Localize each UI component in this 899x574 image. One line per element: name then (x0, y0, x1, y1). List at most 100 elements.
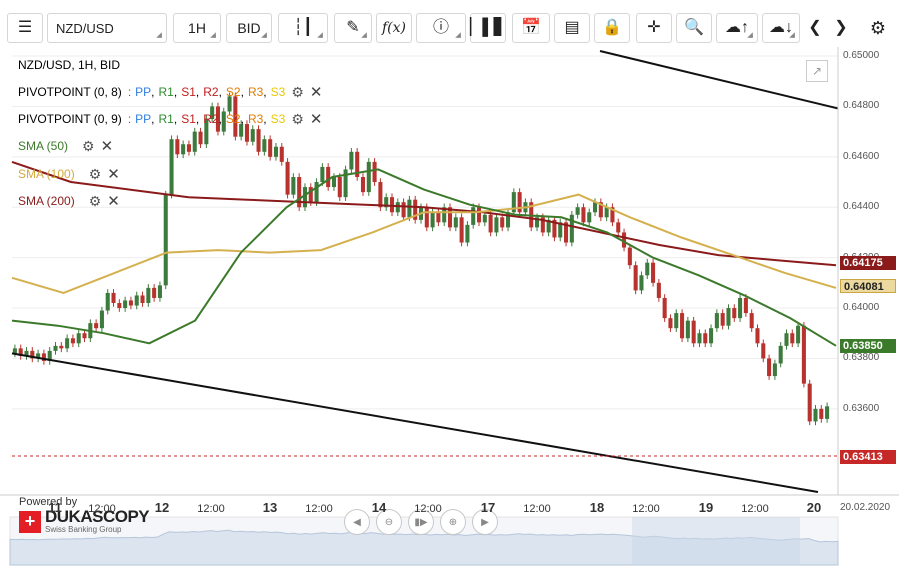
table-button[interactable]: ▤ (554, 13, 590, 43)
candle (314, 182, 319, 203)
triangle-right-icon: ▶ (481, 516, 489, 528)
pivot2-level-r2: R2 (203, 112, 219, 126)
settings-button[interactable]: ⚙ (863, 13, 893, 43)
sma200-remove-icon[interactable]: ✕ (107, 193, 120, 210)
legend-pivot-1[interactable]: PIVOTPOINT (0, 8) : PP, R1, S1, R2, S2, … (18, 83, 323, 102)
y-tick-label: 0.65000 (843, 50, 880, 62)
pivot2-level-s3: S3 (270, 112, 286, 126)
candle (413, 199, 418, 220)
sma50-remove-icon[interactable]: ✕ (100, 138, 114, 155)
pan-right-button[interactable]: ▶ (472, 509, 498, 535)
table-icon: ▤ (564, 19, 580, 36)
candle (140, 295, 145, 303)
upper-trendline (599, 50, 839, 110)
sma100-label: SMA (100) (18, 167, 75, 181)
sma50-line (11, 168, 837, 347)
zoom-button[interactable]: 🔍 (676, 13, 712, 43)
sma200-settings-icon[interactable]: ⚙ (88, 192, 102, 209)
x-tick-label: 12:00 (414, 503, 442, 515)
zoom-out-icon: ⊖ (384, 516, 394, 528)
candle (500, 217, 505, 228)
legend-pivot-2[interactable]: PIVOTPOINT (0, 9) : PP, R1, S1, R2, S2, … (18, 110, 323, 129)
scroll-right-button[interactable]: ❯ (829, 13, 853, 43)
lock-button[interactable]: 🔒 (594, 13, 630, 43)
candle (743, 297, 748, 314)
chart-area[interactable]: NZD/USD, 1H, BID PIVOTPOINT (0, 8) : PP,… (0, 47, 899, 569)
price-chart[interactable] (0, 47, 899, 569)
candle (668, 318, 673, 329)
pivot1-settings-icon[interactable]: ⚙ (291, 83, 304, 100)
x-tick-label: 17 (480, 500, 496, 515)
candle (389, 197, 395, 213)
upload-cloud-icon: ☁↑ (725, 19, 749, 36)
upload-button[interactable]: ☁↑ (716, 13, 758, 43)
x-tick-label: 19 (698, 500, 714, 515)
legend-sma50[interactable]: SMA (50) ⚙ ✕ (18, 137, 114, 156)
candle (482, 214, 487, 223)
reset-icon: ▮▶ (414, 516, 428, 528)
brand-tagline: Swiss Banking Group (45, 525, 122, 534)
pivot1-name: PIVOTPOINT (0, 8) (18, 85, 122, 99)
pivot2-settings-icon[interactable]: ⚙ (291, 110, 304, 127)
zoom-in-button[interactable]: ⊕ (440, 509, 466, 535)
legend-sma100[interactable]: SMA (100) ⚙ ✕ (18, 165, 120, 184)
y-tick-label: 0.64400 (843, 201, 880, 213)
sma200-price-tag: 0.64175 (840, 256, 896, 270)
pivot1-remove-icon[interactable]: ✕ (309, 84, 323, 101)
scroll-left-button[interactable]: ❮ (803, 13, 827, 43)
pan-left-button[interactable]: ◀ (344, 509, 370, 535)
candle (720, 313, 725, 326)
candle (123, 300, 128, 309)
info-button[interactable]: ⓘ (416, 13, 466, 43)
draw-tool-button[interactable]: ✎ (334, 13, 372, 43)
reset-button[interactable]: ▮▶ (408, 509, 434, 535)
candle (331, 177, 337, 188)
instrument-selector[interactable]: NZD/USD (47, 13, 167, 43)
candle (18, 348, 23, 356)
expand-icon[interactable]: ↗ (806, 60, 828, 82)
download-button[interactable]: ☁↓ (762, 13, 800, 43)
candle (349, 151, 354, 170)
zoom-out-button[interactable]: ⊖ (376, 509, 402, 535)
candle (534, 217, 540, 228)
candle (761, 343, 766, 359)
candle (564, 222, 569, 243)
price-type-selector[interactable]: BID (226, 13, 272, 43)
candle (674, 313, 679, 329)
candle (784, 333, 789, 346)
candle (221, 111, 226, 132)
sma100-remove-icon[interactable]: ✕ (107, 166, 120, 183)
candle (755, 328, 760, 344)
candle (407, 199, 412, 218)
candle (82, 333, 87, 339)
candle (772, 363, 777, 377)
arrow-left-icon: ❮ (808, 19, 822, 36)
indicators-button[interactable]: f(x) (376, 13, 412, 43)
calendar-button[interactable]: 📅 (512, 13, 550, 43)
candle (442, 207, 447, 223)
legend-title-row: NZD/USD, 1H, BID (18, 58, 120, 72)
volume-button[interactable]: ▏▌▋ (470, 13, 506, 43)
chart-navigation-controls: ◀ ⊖ ▮▶ ⊕ ▶ (344, 509, 498, 535)
pivot2-level-pp: PP (135, 112, 152, 126)
candle (738, 297, 743, 319)
pivot2-remove-icon[interactable]: ✕ (309, 111, 323, 128)
candle (146, 287, 151, 303)
menu-button[interactable]: ☰ (7, 13, 43, 43)
candle (384, 197, 389, 208)
pivot2-level-s2: S2 (225, 112, 241, 126)
sma50-settings-icon[interactable]: ⚙ (82, 137, 95, 154)
timeframe-selector[interactable]: 1H (173, 13, 221, 43)
candle (627, 247, 632, 266)
sma100-settings-icon[interactable]: ⚙ (88, 165, 102, 182)
legend-sma200[interactable]: SMA (200) ⚙ ✕ (18, 192, 120, 211)
x-tick-label: 12:00 (88, 503, 116, 515)
candle (111, 292, 116, 303)
pivot2-name: PIVOTPOINT (0, 9) (18, 112, 122, 126)
chart-type-button[interactable]: ┆┃ (278, 13, 328, 43)
candle (691, 320, 696, 344)
crosshair-button[interactable]: ✛ (636, 13, 672, 43)
candle (326, 166, 331, 188)
candle (198, 131, 203, 145)
pivot1-level-r1: R1 (158, 85, 174, 99)
